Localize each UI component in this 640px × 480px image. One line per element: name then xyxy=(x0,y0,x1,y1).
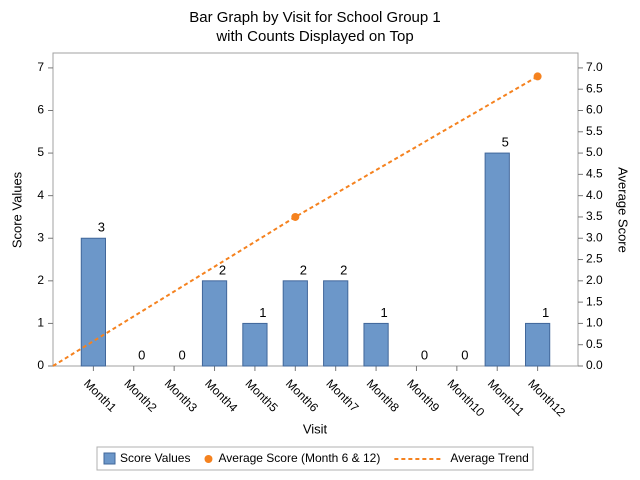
bar xyxy=(363,322,389,367)
y-tick-label: 0 xyxy=(37,358,44,372)
bar xyxy=(242,322,268,367)
average-point xyxy=(533,72,542,81)
plot-frame xyxy=(52,52,579,367)
value-label: 0 xyxy=(138,347,145,362)
bar xyxy=(282,280,308,367)
y-tick-label: 7 xyxy=(37,60,44,74)
value-label: 2 xyxy=(219,262,226,277)
chart-subtitle: with Counts Displayed on Top xyxy=(215,28,413,45)
legend-swatch xyxy=(204,455,213,463)
bar xyxy=(525,322,551,367)
value-label: 0 xyxy=(421,347,428,362)
y2-tick-label: 6.0 xyxy=(586,103,603,117)
y2-tick-label: 0.0 xyxy=(586,358,603,372)
y-tick-label: 4 xyxy=(37,188,44,202)
legend-swatch xyxy=(103,452,116,465)
value-label: 1 xyxy=(259,305,266,320)
value-label: 1 xyxy=(542,305,549,320)
y2-tick-label: 0.5 xyxy=(586,337,603,351)
legend-label: Average Trend xyxy=(450,451,529,465)
y2-tick-label: 3.5 xyxy=(586,209,603,223)
y2-tick-label: 5.5 xyxy=(586,124,603,138)
value-label: 5 xyxy=(502,135,509,150)
value-label: 1 xyxy=(380,305,387,320)
bar xyxy=(323,280,349,367)
legend-label: Average Score (Month 6 & 12) xyxy=(218,451,380,465)
trend-line xyxy=(52,75,539,367)
value-label: 3 xyxy=(98,220,105,235)
y-tick-label: 1 xyxy=(37,316,44,330)
y-tick-label: 5 xyxy=(37,145,44,159)
y2-tick-label: 6.5 xyxy=(586,81,603,95)
x-axis-label: Visit xyxy=(303,421,328,436)
y2-tick-label: 4.5 xyxy=(586,167,603,181)
bar xyxy=(201,280,228,367)
y2-tick-label: 7.0 xyxy=(586,60,603,74)
y2-tick-label: 3.0 xyxy=(586,230,603,244)
legend-frame xyxy=(96,446,534,471)
y2-tick-label: 1.0 xyxy=(586,316,603,330)
y-axis-label: Score Values xyxy=(9,171,24,248)
value-label: 2 xyxy=(340,262,347,277)
y2-tick-label: 4.0 xyxy=(586,188,603,202)
y2-tick-label: 5.0 xyxy=(586,145,603,159)
y2-tick-label: 2.5 xyxy=(586,252,603,266)
y2-tick-label: 2.0 xyxy=(586,273,603,287)
y-tick-label: 3 xyxy=(37,230,44,244)
bar xyxy=(80,237,107,367)
y2-tick-label: 1.5 xyxy=(586,294,603,308)
y2-axis-label: Average Score xyxy=(616,167,631,253)
y-tick-label: 2 xyxy=(37,273,44,287)
value-label: 0 xyxy=(179,347,186,362)
value-label: 0 xyxy=(461,347,468,362)
chart-title: Bar Graph by Visit for School Group 1 xyxy=(189,9,441,26)
bar xyxy=(484,152,510,367)
y-tick-label: 6 xyxy=(37,103,44,117)
value-label: 2 xyxy=(300,262,307,277)
legend-label: Score Values xyxy=(120,451,190,465)
